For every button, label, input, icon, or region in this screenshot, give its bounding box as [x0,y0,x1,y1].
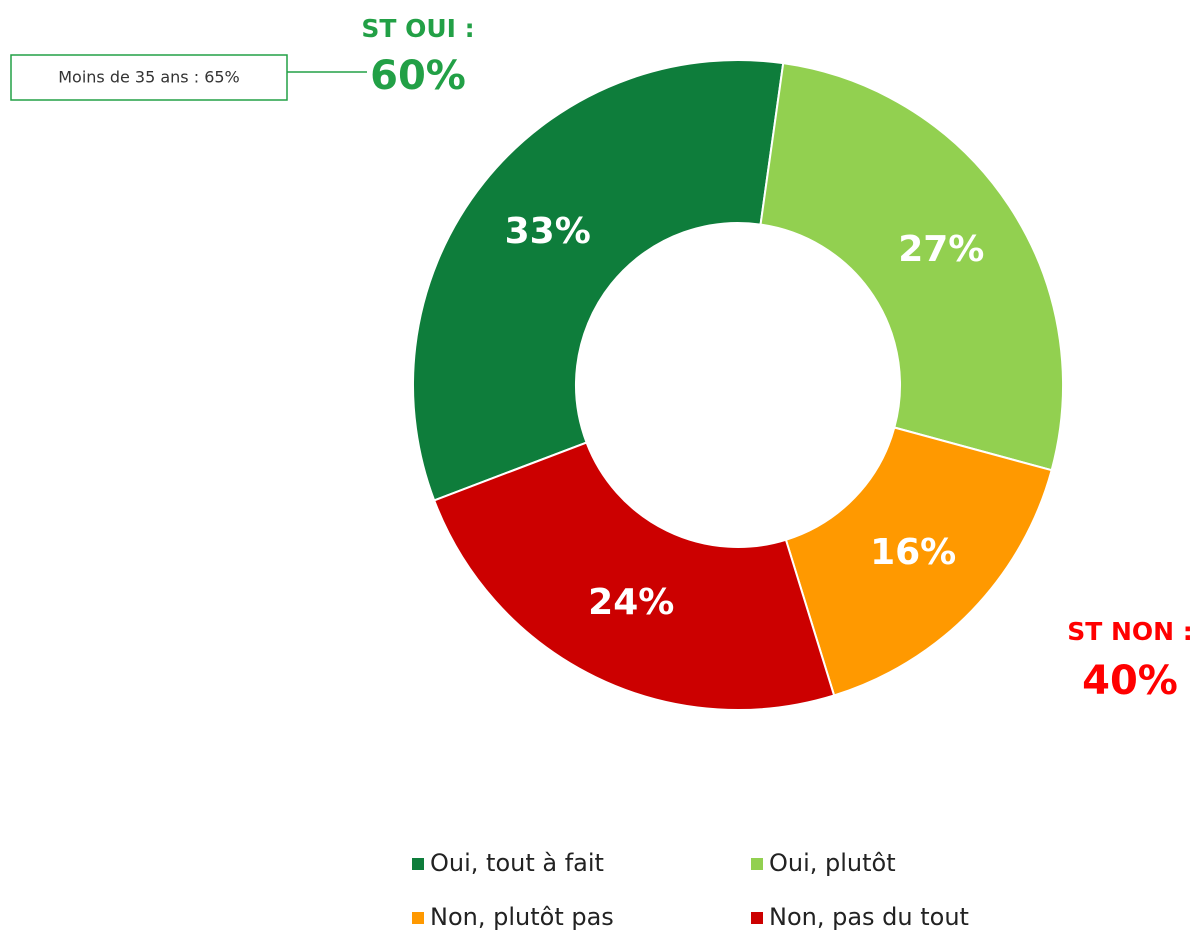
subtotal-yes-value: 60% [370,53,466,99]
subtotal-no-value: 40% [1082,658,1178,704]
subtotal-yes-label: ST OUI : [361,14,474,43]
value-label: 24% [588,582,674,623]
legend-label: Non, plutôt pas [430,903,614,931]
donut-slice [412,59,785,502]
note: Moins de 35 ans : 65% [58,68,240,87]
donut-slice [784,426,1053,697]
legend-label: Oui, plutôt [769,849,896,877]
legend-label: Oui, tout à fait [430,849,604,877]
donut-slice [759,62,1064,472]
legend-swatch [751,858,763,870]
legend-swatch [751,912,763,924]
donut-slice [432,441,836,711]
legend-swatch [412,912,424,924]
value-label: 33% [505,211,591,252]
note-box [10,54,288,101]
legend-swatch [412,858,424,870]
value-label: 27% [898,229,984,270]
value-label: 16% [870,532,956,573]
legend-label: Non, pas du tout [769,903,969,931]
subtotal-no-label: ST NON : [1067,617,1193,646]
